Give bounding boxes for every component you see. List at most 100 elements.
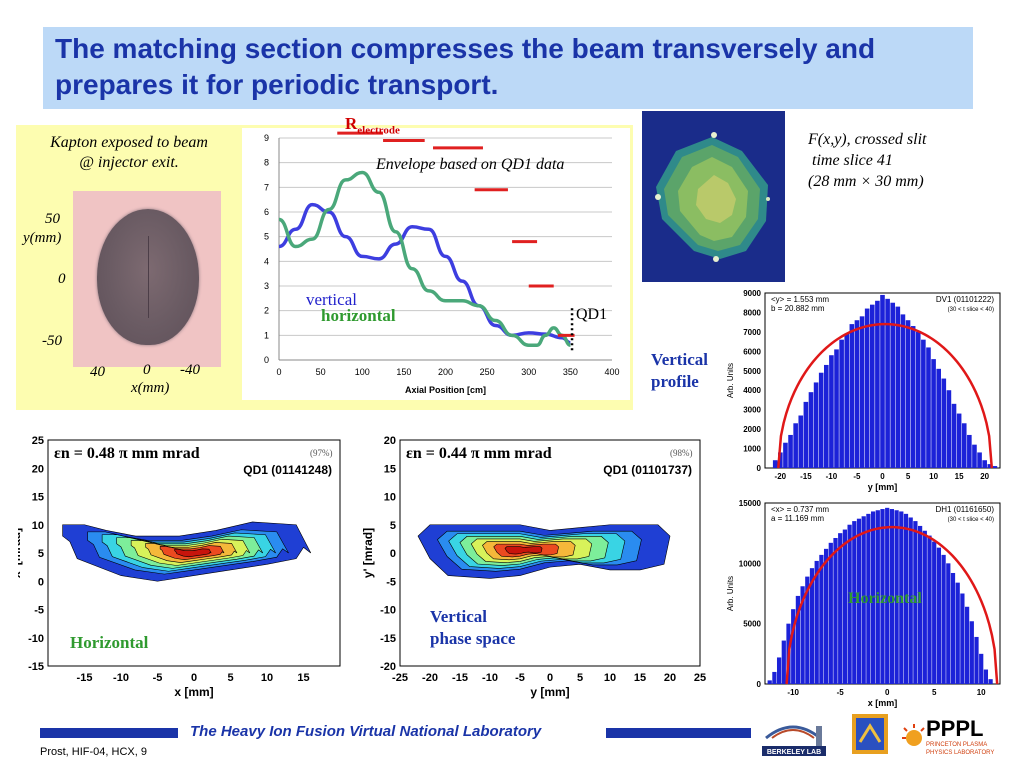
histogram-bar: [776, 657, 782, 684]
histogram-bar: [992, 466, 998, 468]
y-tick-label: 9: [264, 133, 269, 143]
y-tick-label: 10000: [739, 559, 762, 568]
x-tick-label: 15: [297, 672, 309, 684]
hif-logo: [850, 712, 890, 757]
emittance-percent: (98%): [670, 448, 693, 458]
y-tick-label: 8: [264, 158, 269, 168]
y-tick-label: 1000: [743, 445, 761, 454]
footer-bar-left: [40, 728, 178, 738]
histogram-bar: [946, 390, 952, 468]
histogram-bar: [844, 333, 850, 468]
y-tick-label: 25: [32, 435, 44, 447]
slide-title: The matching section compresses the beam…: [55, 33, 876, 100]
stat-width: b = 20.882 mm: [771, 304, 825, 313]
x-tick-label: 20: [664, 672, 676, 684]
horizontal-profile-svg: 0 5000 10000 15000 -10 -5 0 5 10 x [mm] Arb. Units…: [726, 499, 1001, 708]
beam-density-svg: [642, 111, 785, 282]
y-tick-label: 10: [32, 520, 44, 532]
y-axis-label: Arb. Units: [726, 363, 735, 398]
series-label-vertical: vertical: [306, 290, 357, 309]
histogram-bar: [974, 636, 979, 684]
histogram-bar: [977, 452, 982, 468]
y-tick-label: -15: [380, 633, 396, 645]
x-tick-label: 100: [355, 367, 370, 377]
y-tick-label: 0: [264, 355, 269, 365]
vertical-phase-chart: -20 -15 -10 -5 0 5 10 15 20 -25 -20 -15 -10 -5 0 5 10 15 2…: [358, 428, 708, 708]
x-tick-label: -25: [392, 672, 408, 684]
x-tick-label: 10: [604, 672, 616, 684]
y-tick-label: 3: [264, 281, 269, 291]
histogram-bar: [961, 423, 967, 468]
x-tick-label: 300: [521, 367, 536, 377]
x-tick-label: 350: [563, 367, 578, 377]
horizontal-phase-svg: -15 -10 -5 0 5 10 15 20 25 -15 -10 -5 0 5 10 15 x [mm] x'…: [9, 435, 341, 699]
x-tick-label: 5: [227, 672, 233, 684]
electrode-label: Relectrode: [345, 114, 400, 136]
y-tick-label: -5: [34, 605, 44, 617]
histogram-bar: [842, 529, 848, 684]
vertical-phase-label-line2: phase space: [430, 629, 516, 648]
beam-image-caption-line2: time slice 41: [812, 152, 893, 169]
histogram-bar: [917, 525, 923, 684]
horizontal-phase-chart: -15 -10 -5 0 5 10 15 20 25 -15 -10 -5 0 5 10 15 x [mm] x'…: [9, 428, 348, 708]
y-tick-label: 0: [757, 464, 762, 473]
x-tick-label: 0: [191, 672, 197, 684]
y-tick-label: 0: [38, 576, 44, 588]
vertical-profile-label-line2: profile: [651, 372, 699, 391]
histogram-bar: [854, 320, 860, 468]
histogram-bar: [889, 509, 895, 684]
histogram-bar: [969, 621, 974, 684]
emittance-annotation: εn = 0.44 π mm mrad: [406, 445, 552, 462]
vertical-profile-label-line1: Vertical: [651, 350, 708, 369]
histogram-bar: [795, 595, 801, 684]
kapton-y-tick-0: 0: [58, 271, 66, 287]
histogram-bar: [941, 554, 946, 684]
x-axis-label: y [mm]: [530, 685, 569, 699]
y-tick-label: 5000: [743, 367, 761, 376]
x-tick-label: 15: [634, 672, 646, 684]
electrode-label-sub: electrode: [357, 124, 400, 137]
y-tick-label: 5: [38, 548, 44, 560]
histogram-bar: [852, 521, 857, 684]
histogram-bar: [910, 326, 916, 468]
histogram-bar: [833, 537, 838, 684]
x-axis-label: y [mm]: [868, 482, 898, 492]
y-tick-label: 7: [264, 182, 269, 192]
histogram-bar: [895, 306, 901, 468]
x-tick-label: 250: [480, 367, 495, 377]
histogram-subtitle: (30 < t slice < 40): [948, 517, 994, 523]
x-tick-label: -5: [515, 672, 525, 684]
histogram-bar: [950, 572, 956, 684]
x-tick-label: -20: [775, 472, 787, 481]
histogram-bar: [772, 460, 778, 468]
electrode-label-main: R: [345, 114, 358, 133]
x-tick-label: 10: [929, 472, 938, 481]
pppl-logo-sub2: PHYSICS LABORATORY: [926, 750, 994, 756]
envelope-chart: 0 1 2 3 4 5 6 7 8 9 0 50 100 150 200 250 300 350 400 Axial …: [242, 114, 630, 400]
kapton-x-tick-40: 40: [90, 364, 105, 380]
stat-mean: <y> = 1.553 mm: [771, 295, 829, 304]
histogram-bar: [982, 460, 987, 468]
histogram-subtitle: (30 < t slice < 40): [948, 307, 994, 313]
x-tick-label: -5: [153, 672, 163, 684]
vertical-profile-chart: 0 1000 2000 3000 4000 5000 6000 7000 8000 9000 -20…: [710, 285, 1010, 495]
histogram-bar: [870, 511, 876, 684]
y-tick-label: 4000: [743, 386, 761, 395]
histogram-title: DH1 (01161650): [935, 505, 994, 514]
qd1-label: QD1: [576, 306, 608, 323]
histogram-bar: [829, 355, 834, 468]
beam-burn-spot: [97, 209, 199, 345]
histogram-bar: [987, 464, 993, 468]
histogram-bar: [864, 308, 870, 468]
vertical-profile-svg: 0 1000 2000 3000 4000 5000 6000 7000 8000 9000 -20…: [726, 289, 1001, 492]
histogram-bar: [823, 548, 829, 684]
contour-level: [174, 548, 212, 558]
histogram-bar: [927, 535, 932, 684]
x-tick-label: -10: [787, 688, 799, 697]
x-tick-label: 20: [980, 472, 989, 481]
x-tick-label: -15: [77, 672, 93, 684]
x-tick-label: -10: [113, 672, 129, 684]
histogram-bar: [778, 452, 783, 468]
histogram-bar: [828, 542, 833, 684]
